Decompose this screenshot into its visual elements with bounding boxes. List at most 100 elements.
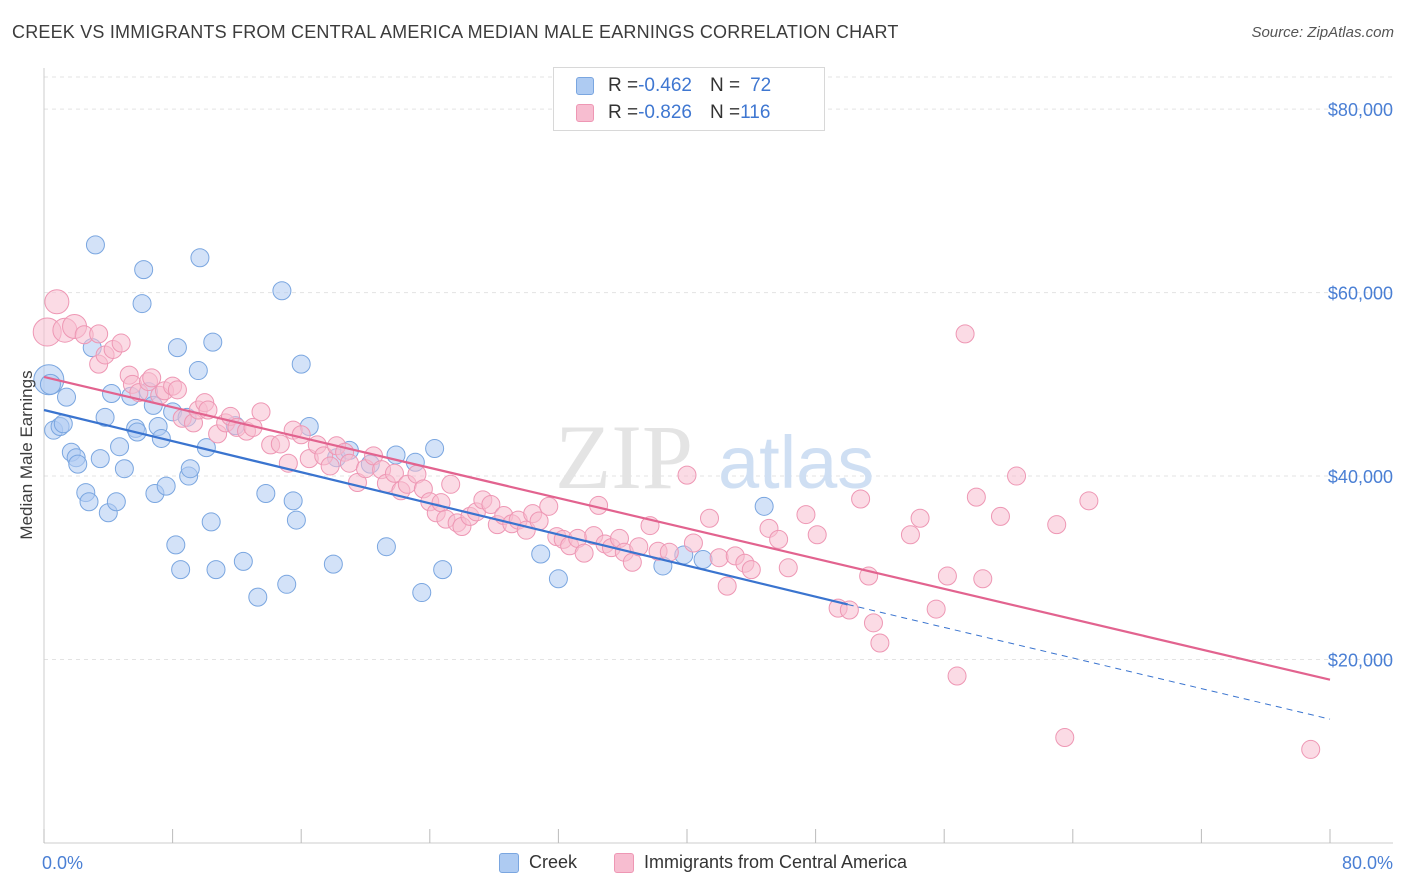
immigrants-point — [990, 506, 1010, 526]
legend-n-value: 72 — [750, 75, 772, 96]
creek-point — [286, 510, 306, 530]
creek-point — [79, 492, 99, 512]
y-tick-labels: $20,000 $40,000 $60,000 $80,000 — [1328, 100, 1393, 670]
immigrants-point — [1079, 491, 1099, 511]
immigrants-point — [44, 289, 70, 315]
creek-point — [291, 354, 311, 374]
creek-point — [95, 407, 115, 427]
immigrants-legend-label: Immigrants from Central America — [644, 852, 908, 872]
immigrants-point — [937, 566, 957, 586]
immigrants-point — [717, 576, 737, 596]
immigrants-point — [251, 402, 271, 422]
creek-point — [203, 332, 223, 352]
immigrants-point — [1007, 466, 1027, 486]
axes — [43, 68, 1393, 844]
legend-row-creek: R = -0.462 N = 72 — [576, 74, 771, 98]
trend-lines — [43, 375, 1331, 720]
immigrants-point — [270, 434, 290, 454]
immigrants-point — [291, 425, 311, 445]
legend-r-label: R = — [608, 102, 639, 123]
creek-swatch — [576, 77, 594, 95]
creek-point — [57, 387, 77, 407]
immigrants-point — [1055, 728, 1075, 748]
immigrants-point — [851, 489, 871, 509]
immigrants-point — [677, 465, 697, 485]
creek-point — [693, 550, 713, 570]
chart-title: CREEK VS IMMIGRANTS FROM CENTRAL AMERICA… — [12, 22, 899, 42]
creek-point — [190, 248, 210, 268]
creek-point — [248, 587, 268, 607]
immigrants-point — [683, 533, 703, 553]
creek-point — [433, 560, 453, 580]
immigrants-point — [339, 453, 359, 473]
creek-point — [206, 560, 226, 580]
immigrants-legend-swatch — [614, 852, 634, 873]
immigrants-point — [142, 368, 162, 388]
immigrants-point — [769, 529, 789, 549]
creek-legend-label: Creek — [529, 852, 578, 872]
immigrants-point — [89, 324, 109, 344]
immigrants-point — [700, 508, 720, 528]
creek-point — [90, 449, 110, 469]
creek-point — [201, 512, 221, 532]
creek-point — [272, 281, 292, 301]
creek-point — [85, 235, 105, 255]
creek-point — [106, 492, 126, 512]
legend-item-immigrants: Immigrants from Central America — [614, 852, 907, 873]
legend-r-value: -0.826 — [638, 102, 692, 123]
immigrants-point — [910, 508, 930, 528]
creek-point — [68, 454, 88, 474]
creek-trend-extension — [847, 603, 1331, 720]
immigrants-point — [167, 380, 187, 400]
immigrants-point — [839, 600, 859, 620]
immigrants-point — [1301, 739, 1321, 759]
creek-point — [53, 414, 73, 434]
immigrants-point — [384, 463, 404, 483]
legend-r-label: R = — [608, 75, 639, 96]
immigrants-point — [481, 494, 501, 514]
immigrants-point — [955, 324, 975, 344]
creek-point — [548, 569, 568, 589]
immigrants-point — [947, 666, 967, 686]
immigrants-point — [320, 456, 340, 476]
watermark-atlas: atlas — [718, 421, 874, 504]
creek-point — [376, 537, 396, 557]
immigrants-point — [629, 537, 649, 557]
x-tick-label-min: 0.0% — [42, 853, 83, 873]
x-tick-label-max: 80.0% — [1342, 853, 1393, 873]
immigrants-point — [539, 496, 559, 516]
creek-point — [180, 459, 200, 479]
creek-point — [171, 560, 191, 580]
immigrants-point — [870, 633, 890, 653]
creek-point — [425, 439, 445, 459]
creek-point — [166, 535, 186, 555]
y-tick-label: $20,000 — [1328, 651, 1393, 671]
creek-point — [412, 583, 432, 603]
creek-point — [754, 496, 774, 516]
creek-point — [256, 483, 276, 503]
y-tick-label: $40,000 — [1328, 467, 1393, 487]
watermark-zip: ZIP — [555, 406, 693, 508]
immigrants-point — [807, 525, 827, 545]
y-tick-label: $60,000 — [1328, 284, 1393, 304]
y-tick-label: $80,000 — [1328, 100, 1393, 120]
creek-legend-swatch — [499, 852, 519, 873]
legend-n-label: N = — [709, 102, 741, 123]
source-label: Source: ZipAtlas.com — [1251, 24, 1394, 41]
creek-point — [156, 476, 176, 496]
watermark: ZIP atlas — [555, 406, 874, 508]
creek-point — [110, 437, 130, 457]
immigrants-point — [926, 599, 946, 619]
creek-point — [114, 459, 134, 479]
creek-point — [323, 554, 343, 574]
creek-point — [233, 551, 253, 571]
immigrants-point — [863, 613, 883, 633]
immigrants-trend-line — [43, 375, 1331, 681]
legend-n-label: N = — [709, 75, 741, 96]
legend-row-immigrants: R = -0.826 N = 116 — [576, 101, 770, 125]
stats-legend: R = -0.462 N = 72 R = -0.826 N = 116 — [553, 67, 825, 131]
immigrants-point — [441, 474, 461, 494]
creek-point — [277, 574, 297, 594]
creek-point — [132, 294, 152, 314]
immigrants-swatch — [576, 104, 594, 122]
